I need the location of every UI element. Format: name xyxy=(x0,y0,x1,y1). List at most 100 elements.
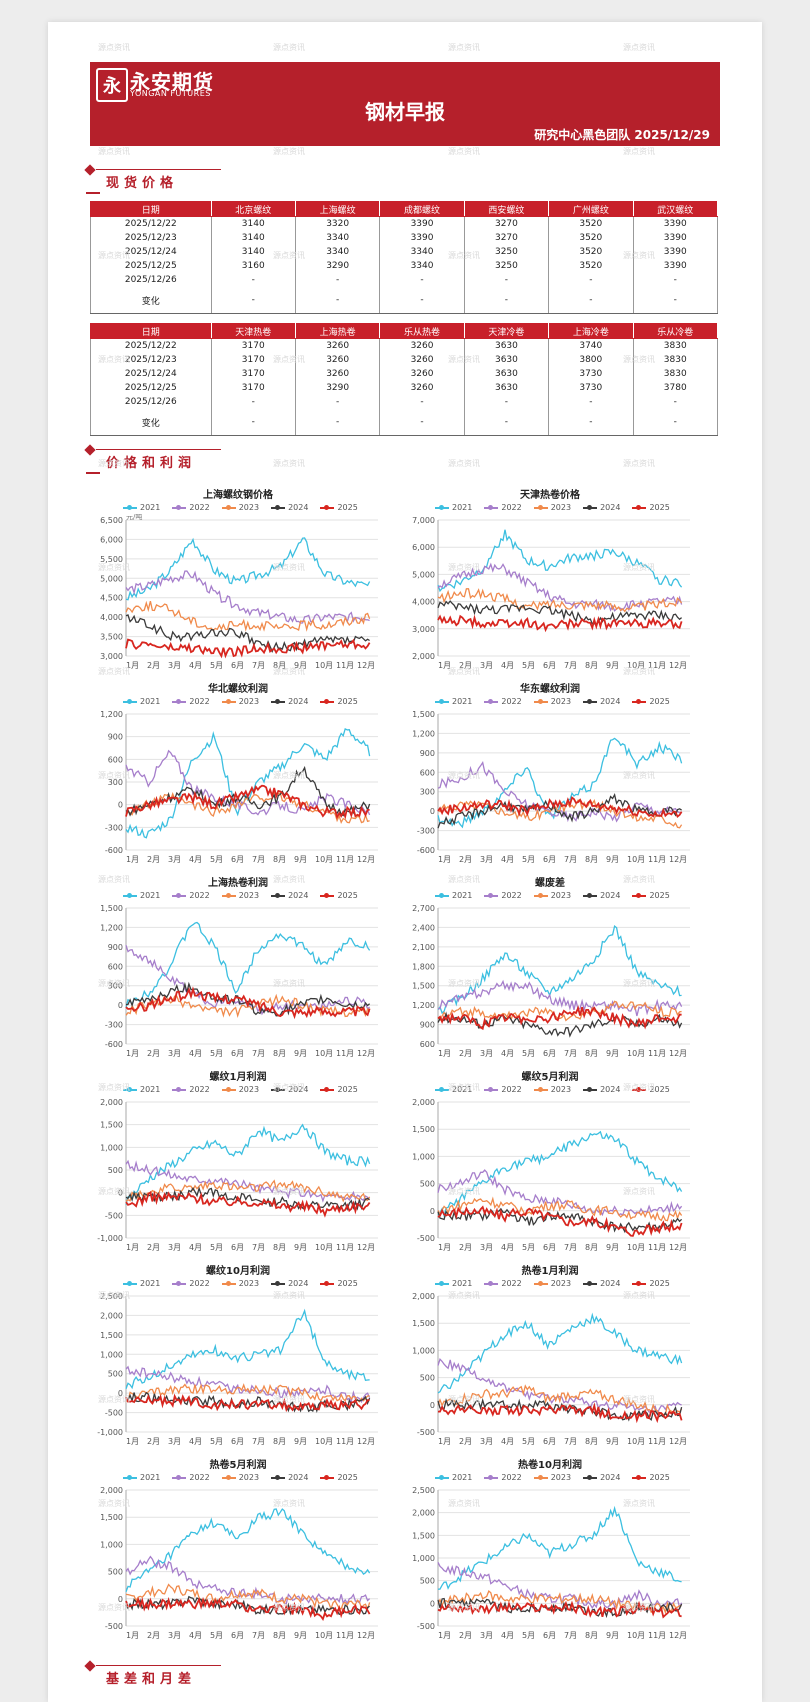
legend-marker-icon xyxy=(484,1280,499,1286)
legend-item: 2024 xyxy=(271,503,308,512)
x-tick-label: 4月 xyxy=(501,855,514,864)
table-cell: 3630 xyxy=(463,381,550,395)
y-tick-label: 500 xyxy=(420,1374,435,1383)
legend-marker-icon xyxy=(320,1086,335,1092)
series-line-2021 xyxy=(437,529,683,593)
table-cell: 3630 xyxy=(463,338,550,353)
y-tick-label: 4,000 xyxy=(100,613,123,622)
logo-chinese: 永安期货 xyxy=(130,70,214,94)
diamond-icon xyxy=(84,164,96,176)
x-tick-label: 1月 xyxy=(438,855,451,864)
x-tick-label: 1月 xyxy=(126,1631,139,1640)
x-tick-label: 7月 xyxy=(252,1631,265,1640)
chart-legend: 2021 2022 2023 2024 2025 xyxy=(435,503,682,512)
table-cell: 3800 xyxy=(548,353,634,367)
x-tick-label: 9月 xyxy=(606,855,619,864)
series-line-2023 xyxy=(125,600,371,632)
x-tick-label: 10月 xyxy=(315,1437,333,1446)
x-tick-label: 1月 xyxy=(126,1243,139,1252)
x-tick-label: 3月 xyxy=(168,661,181,670)
legend-label: 2022 xyxy=(501,697,522,706)
y-tick-label: 500 xyxy=(108,1166,123,1175)
legend-item: 2023 xyxy=(533,697,571,706)
x-tick-label: 11月 xyxy=(336,661,354,670)
legend-marker-icon xyxy=(533,1280,548,1286)
x-tick-label: 2月 xyxy=(459,661,472,670)
x-tick-label: 3月 xyxy=(480,1243,493,1252)
series-line-2021 xyxy=(437,1505,682,1590)
legend-item: 2023 xyxy=(533,891,572,900)
legend-item: 2024 xyxy=(271,1473,308,1482)
watermark-text: 源点资讯 xyxy=(623,1291,655,1300)
series-line-2022 xyxy=(437,1357,682,1417)
table-cell: 3740 xyxy=(548,338,634,353)
x-tick-label: 10月 xyxy=(627,1631,645,1640)
y-tick-label: 1,500 xyxy=(412,1531,435,1540)
y-unit-label: 元/吨 xyxy=(126,514,142,521)
legend-marker-icon xyxy=(320,698,335,704)
x-tick-label: 7月 xyxy=(564,661,577,670)
y-tick-label: 300 xyxy=(420,788,435,797)
x-tick-label: 9月 xyxy=(294,855,307,864)
x-tick-label: 11月 xyxy=(648,661,666,670)
chart-title: 螺纹5月利润 xyxy=(521,1072,579,1083)
table-cell: - xyxy=(379,273,465,287)
legend-label: 2021 xyxy=(140,891,161,900)
legend-item: 2023 xyxy=(221,891,259,900)
legend-item: 2021 xyxy=(123,1473,160,1482)
legend-item: 2025 xyxy=(320,891,358,900)
y-tick-label: 1,500 xyxy=(412,1125,435,1134)
y-tick-label: 1,000 xyxy=(100,1143,123,1152)
table-cell: 2025/12/25 xyxy=(90,381,212,395)
watermark-text: 源点资讯 xyxy=(98,1291,130,1300)
table-row: 变化 - - - - - - xyxy=(90,287,719,314)
table-cell: - xyxy=(632,395,719,409)
legend-marker-icon xyxy=(123,892,137,898)
watermark-text: 源点资讯 xyxy=(448,667,480,676)
y-tick-label: 2,700 xyxy=(412,904,435,913)
x-tick-label: 8月 xyxy=(273,1243,286,1252)
watermark-text: 源点资讯 xyxy=(623,1083,655,1092)
legend-marker-icon xyxy=(632,1280,647,1286)
x-tick-label: 10月 xyxy=(315,1631,333,1640)
watermark-text: 源点资讯 xyxy=(98,1187,130,1196)
watermark-text: 源点资讯 xyxy=(448,147,480,156)
chart-legend: 2021 2022 2023 2024 2025 xyxy=(435,1473,682,1482)
legend-marker-icon xyxy=(435,1280,449,1286)
table-cell: 2025/12/26 xyxy=(90,395,212,409)
x-tick-label: 6月 xyxy=(231,1049,244,1058)
legend-item: 2025 xyxy=(320,1279,358,1288)
legend-item: 2021 xyxy=(123,1279,160,1288)
table-cell: - xyxy=(463,409,550,436)
x-tick-label: 8月 xyxy=(585,661,598,670)
x-tick-label: 1月 xyxy=(126,661,139,670)
chart-panel: 螺纹1月利润 2021 2022 2023 2024 2025 2,000 1,500 1,00… xyxy=(88,1068,388,1258)
x-tick-label: 3月 xyxy=(480,1437,493,1446)
table-header-cell: 西安螺纹 xyxy=(463,201,550,217)
legend-marker-icon xyxy=(632,504,647,510)
legend-label: 2023 xyxy=(550,891,572,900)
chart-panel: 热卷10月利润 2021 2022 2023 2024 2025 2,500 2,000 1,5… xyxy=(400,1456,700,1646)
legend-label: 2024 xyxy=(600,697,621,706)
x-tick-label: 11月 xyxy=(336,1631,354,1640)
y-tick-label: 3,000 xyxy=(412,625,435,634)
table-row: 2025/12/26- - - - - - xyxy=(90,395,719,409)
watermark-text: 源点资讯 xyxy=(273,1395,305,1404)
watermark-text: 源点资讯 xyxy=(448,43,480,52)
series-line-2021 xyxy=(437,924,682,1015)
legend-label: 2024 xyxy=(600,891,621,900)
report-page: 永 永安期货 YONGAN FUTURES 钢材早报 研究中心黑色团队 2025… xyxy=(48,22,762,1702)
x-tick-label: 7月 xyxy=(564,1437,577,1446)
legend-item: 2025 xyxy=(632,1473,670,1482)
x-tick-label: 9月 xyxy=(294,1631,307,1640)
y-tick-label: -600 xyxy=(417,846,435,855)
chart-panel: 螺纹10月利润 2021 2022 2023 2024 2025 2,500 2,000 1,5… xyxy=(88,1262,388,1452)
legend-item: 2022 xyxy=(484,1473,522,1482)
y-tick-label: 1,500 xyxy=(100,1121,123,1130)
watermark-text: 源点资讯 xyxy=(623,875,655,884)
legend-label: 2024 xyxy=(288,1473,309,1482)
y-tick-label: 0 xyxy=(430,807,435,816)
x-tick-label: 3月 xyxy=(168,1437,181,1446)
rebar-price-table: 日期 北京螺纹 上海螺纹 成都螺纹 西安螺纹 广州螺纹 武汉螺纹 2025/12/22 3140… xyxy=(90,201,719,314)
